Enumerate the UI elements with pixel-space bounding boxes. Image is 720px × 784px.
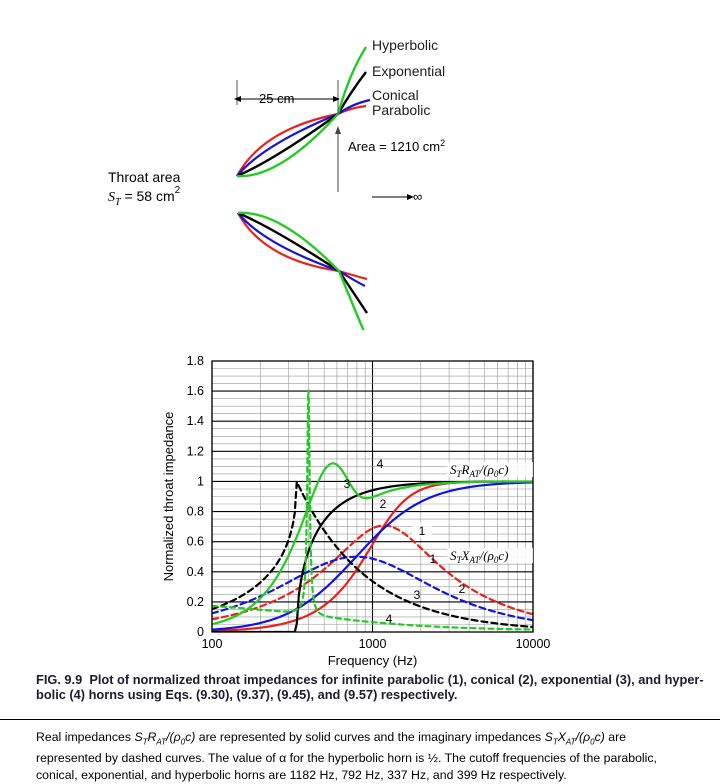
svg-text:0.6: 0.6 [187, 535, 204, 549]
svg-text:1.2: 1.2 [187, 444, 204, 458]
svg-text:0.2: 0.2 [187, 595, 204, 609]
svg-text:0.4: 0.4 [187, 565, 204, 579]
svg-text:10000: 10000 [516, 637, 551, 651]
svg-text:Exponential: Exponential [372, 63, 445, 79]
svg-text:4: 4 [386, 612, 393, 626]
svg-text:Throat area: Throat area [108, 169, 181, 185]
svg-text:Hyperbolic: Hyperbolic [372, 37, 438, 53]
svg-text:1: 1 [197, 474, 204, 488]
svg-text:Parabolic: Parabolic [372, 102, 430, 118]
svg-text:1.4: 1.4 [187, 414, 204, 428]
svg-text:3: 3 [344, 477, 351, 491]
svg-text:1000: 1000 [359, 637, 387, 651]
svg-text:1: 1 [419, 524, 426, 538]
svg-text:2: 2 [380, 497, 387, 511]
svg-text:4: 4 [377, 457, 384, 471]
svg-text:ST = 58 cm2: ST = 58 cm2 [108, 185, 181, 208]
svg-text:100: 100 [202, 637, 223, 651]
svg-text:Area = 1210 cm2: Area = 1210 cm2 [348, 138, 445, 154]
svg-text:25 cm: 25 cm [259, 91, 294, 106]
svg-text:1.6: 1.6 [187, 384, 204, 398]
svg-text:2: 2 [459, 582, 466, 596]
svg-text:∞: ∞ [413, 189, 422, 204]
svg-text:1: 1 [430, 552, 437, 566]
svg-text:3: 3 [414, 588, 421, 602]
svg-text:Frequency (Hz): Frequency (Hz) [328, 653, 418, 668]
svg-text:0.8: 0.8 [187, 505, 204, 519]
svg-text:1.8: 1.8 [187, 354, 204, 368]
svg-text:Conical: Conical [372, 87, 419, 103]
svg-text:Normalized throat impedance: Normalized throat impedance [161, 412, 176, 582]
